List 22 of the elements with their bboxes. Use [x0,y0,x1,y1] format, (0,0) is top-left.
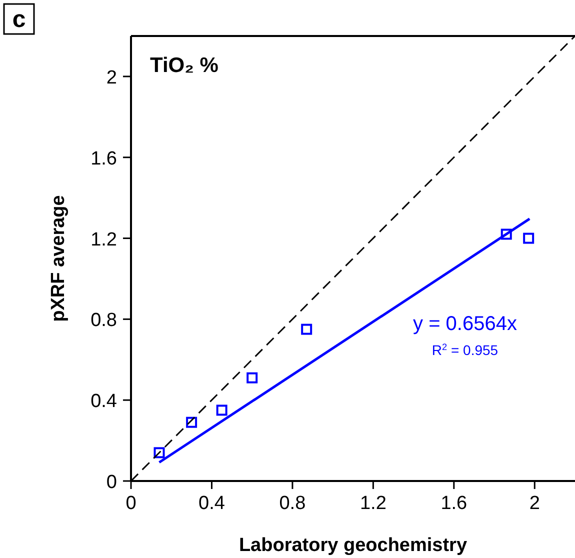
annotation: y = 0.6564x [413,313,517,335]
y-tick-label: 1.6 [90,148,117,170]
point [216,404,228,416]
x-tick-label: 0 [126,493,136,514]
y-axis-title: pXRF average [48,195,69,322]
y-tick-label: 0 [106,472,117,493]
annotation: R$^{2}$ = 0.955 [432,342,498,358]
point [301,324,312,335]
text: c [12,6,26,33]
point [246,372,258,384]
y-tick-label: 2 [106,67,117,88]
text: TiO₂ % [150,54,219,77]
x-tick-label: 1.2 [360,493,386,514]
x-axis-title: Laboratory geochemistry [238,535,468,556]
x-tick-label: 0.8 [279,493,306,514]
point [523,232,534,244]
x-tick-label: 1.6 [440,493,468,514]
y-tick-label: 0.4 [90,391,118,412]
y-tick-label: 1.2 [90,229,117,250]
y-tick-label: 0.8 [90,310,117,332]
x-tick-label: 2 [529,493,540,514]
x-tick-label: 0.4 [198,493,226,514]
